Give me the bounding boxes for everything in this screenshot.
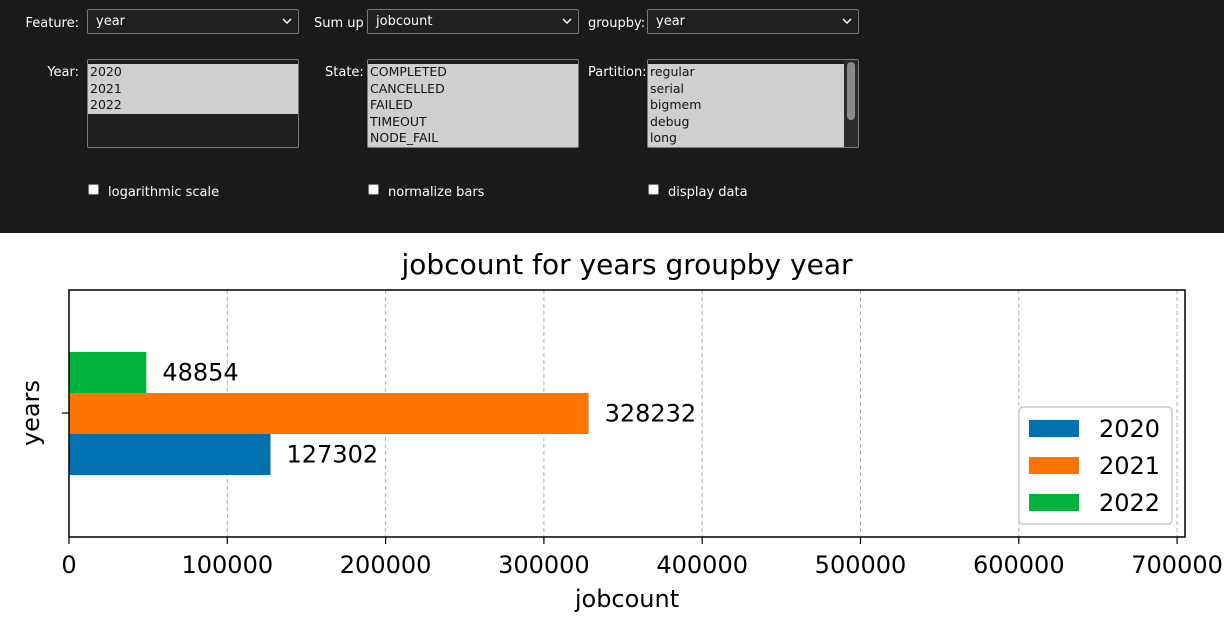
state-listbox[interactable]: COMPLETED CANCELLED FAILED TIMEOUT NODE_… [367, 59, 579, 148]
partition-listbox[interactable]: regular serial bigmem debug long [647, 59, 859, 148]
control-panel: Feature: year Sum up jobcount groupby: y… [0, 0, 1224, 233]
bar-2022 [69, 352, 147, 393]
state-option[interactable]: COMPLETED [370, 64, 447, 79]
bar-2021 [69, 393, 589, 434]
x-tick-label: 500000 [815, 551, 907, 579]
partition-scrollbar[interactable] [844, 60, 858, 147]
chevron-down-icon [282, 18, 292, 25]
state-option[interactable]: NODE_FAIL [370, 130, 439, 146]
state-label: State: [325, 65, 364, 80]
state-option[interactable]: CANCELLED [370, 80, 445, 96]
legend: 2020 2021 2022 [1018, 406, 1173, 525]
legend-label: 2021 [1099, 452, 1160, 480]
state-option[interactable]: TIMEOUT [370, 113, 427, 129]
legend-label: 2022 [1099, 489, 1160, 517]
legend-items: 2020 2021 2022 [1029, 415, 1160, 517]
year-option[interactable]: 2022 [90, 97, 122, 113]
x-tick-label: 400000 [656, 551, 748, 579]
x-tick-label: 300000 [498, 551, 590, 579]
chevron-down-icon [562, 18, 572, 25]
year-label: Year: [47, 65, 79, 80]
feature-select-value: year [96, 14, 126, 29]
logarithmic-scale-label: logarithmic scale [108, 185, 220, 200]
x-ticks: 0 100000 200000 300000 400000 500000 600000 700… [61, 537, 1223, 579]
sum-up-label: Sum up [314, 16, 364, 31]
partition-option[interactable]: debug [650, 113, 690, 129]
legend-swatch-2020 [1029, 420, 1079, 437]
x-tick-label: 200000 [340, 551, 432, 579]
normalize-bars-checkbox[interactable] [368, 184, 379, 195]
feature-label: Feature: [25, 16, 79, 31]
x-tick-label: 600000 [973, 551, 1065, 579]
bar-value-label: 48854 [162, 359, 238, 387]
bars: 127302 328232 48854 [69, 352, 696, 475]
chart-area: jobcount for years groupby year 127302 32… [0, 233, 1224, 628]
year-listbox[interactable]: 2020 2021 2022 [87, 59, 299, 148]
sum-up-select[interactable]: jobcount [367, 9, 579, 34]
x-tick-label: 100000 [181, 551, 273, 579]
legend-label: 2020 [1099, 415, 1160, 443]
x-tick-label: 700000 [1131, 551, 1223, 579]
partition-option[interactable]: bigmem [650, 97, 702, 113]
partition-option[interactable]: serial [650, 80, 684, 96]
logarithmic-scale-checkbox[interactable] [88, 184, 99, 195]
year-option[interactable]: 2020 [90, 64, 122, 79]
chevron-down-icon [842, 18, 852, 25]
year-option[interactable]: 2021 [90, 80, 122, 96]
legend-swatch-2021 [1029, 457, 1079, 474]
bar-value-label: 127302 [287, 441, 379, 469]
bar-chart: jobcount for years groupby year 127302 32… [17, 248, 1223, 613]
display-data-label: display data [668, 185, 748, 200]
partition-scrollbar-thumb[interactable] [847, 62, 855, 120]
normalize-bars-label: normalize bars [388, 185, 485, 200]
partition-option[interactable]: regular [650, 64, 695, 79]
groupby-select-value: year [656, 14, 686, 29]
bar-value-label: 328232 [605, 400, 697, 428]
state-option[interactable]: FAILED [370, 97, 413, 113]
chart-title: jobcount for years groupby year [401, 248, 853, 281]
legend-swatch-2022 [1029, 494, 1079, 511]
sum-up-select-value: jobcount [376, 14, 433, 29]
groupby-select[interactable]: year [647, 9, 859, 34]
x-axis-label: jobcount [574, 585, 679, 613]
feature-select[interactable]: year [87, 9, 299, 34]
partition-option[interactable]: long [650, 130, 677, 146]
x-tick-label: 0 [61, 551, 76, 579]
display-data-checkbox[interactable] [648, 184, 659, 195]
partition-label: Partition: [588, 65, 647, 80]
y-axis-label: years [17, 380, 45, 446]
groupby-label: groupby: [588, 16, 646, 31]
bar-2020 [69, 434, 271, 475]
